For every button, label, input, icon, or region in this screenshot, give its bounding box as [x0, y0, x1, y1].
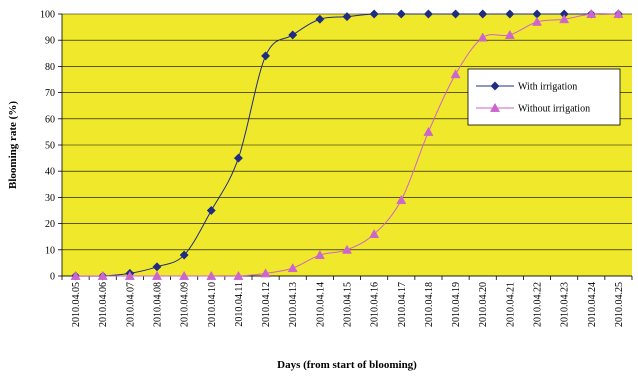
- triangle-marker: [179, 270, 190, 280]
- y-tick-label: 0: [50, 272, 55, 283]
- y-tick-label: 10: [45, 245, 55, 256]
- triangle-marker: [287, 263, 298, 273]
- triangle-marker: [314, 249, 325, 259]
- triangle-marker: [341, 244, 353, 254]
- x-tick-label: 2010.04.17: [397, 282, 408, 327]
- x-tick-label: 2010.04.24: [587, 282, 598, 327]
- legend-label: With irrigation: [518, 82, 577, 93]
- y-tick-label: 70: [45, 88, 55, 99]
- x-tick-label: 2010.04.19: [451, 282, 462, 327]
- x-tick-label: 2010.04.11: [234, 282, 245, 327]
- triangle-marker: [124, 270, 135, 280]
- diamond-marker: [261, 51, 271, 61]
- y-tick-label: 20: [45, 219, 55, 230]
- diamond-marker: [288, 30, 298, 40]
- y-tick-label: 60: [45, 114, 55, 125]
- diamond-marker: [369, 9, 379, 19]
- x-tick-label: 2010.04.25: [614, 282, 625, 327]
- y-tick-label: 30: [45, 193, 55, 204]
- y-axis-ticks: 0 10 20 30 40 50 60 70 80 90 100: [40, 10, 632, 283]
- triangle-marker: [70, 270, 81, 280]
- x-tick-label: 2010.04.15: [343, 282, 354, 327]
- y-tick-label: 100: [40, 10, 55, 21]
- triangle-marker: [396, 194, 407, 204]
- x-tick-label: 2010.04.12: [261, 282, 272, 327]
- triangle-marker: [531, 16, 543, 26]
- x-tick-label: 2010.04.13: [288, 282, 299, 327]
- x-tick-label: 2010.04.21: [505, 282, 516, 327]
- triangle-marker: [477, 32, 488, 42]
- triangle-marker: [559, 14, 570, 24]
- x-tick-label: 2010.04.23: [560, 282, 571, 327]
- x-tick-label: 2010.04.07: [125, 282, 136, 327]
- diamond-marker: [396, 9, 406, 19]
- triangle-marker: [489, 102, 501, 112]
- diamond-marker: [206, 205, 216, 216]
- diamond-marker: [490, 81, 500, 91]
- x-tick-label: 2010.04.05: [71, 282, 82, 327]
- diamond-marker: [315, 14, 325, 24]
- series-layer: [70, 8, 624, 281]
- y-tick-label: 90: [45, 36, 55, 47]
- triangle-marker: [151, 270, 163, 280]
- y-axis-title: Blooming rate (%): [7, 101, 19, 189]
- x-tick-label: 2010.04.08: [153, 282, 164, 327]
- triangle-marker: [450, 69, 461, 79]
- x-tick-label: 2010.04.06: [98, 282, 109, 327]
- diamond-marker: [342, 12, 352, 22]
- triangle-marker: [206, 270, 217, 280]
- diamond-marker: [233, 153, 243, 163]
- y-tick-label: 50: [45, 141, 55, 152]
- diamond-marker: [505, 9, 515, 19]
- x-tick-label: 2010.04.20: [478, 282, 489, 327]
- diamond-marker: [451, 9, 461, 19]
- x-tick-label: 2010.04.09: [180, 282, 191, 327]
- triangle-marker: [233, 270, 244, 280]
- diamond-marker: [179, 250, 189, 260]
- triangle-marker: [504, 29, 515, 39]
- triangle-marker: [423, 126, 434, 136]
- diamond-marker: [423, 9, 433, 19]
- x-axis-ticks: 2010.04.05 2010.04.06 2010.04.07 2010.04.08…: [61, 276, 633, 327]
- triangle-marker: [586, 8, 597, 18]
- x-tick-label: 2010.04.14: [315, 282, 326, 327]
- x-tick-label: 2010.04.10: [207, 282, 218, 327]
- x-tick-label: 2010.04.18: [424, 282, 435, 327]
- triangle-marker: [260, 268, 271, 278]
- x-tick-label: 2010.04.22: [533, 282, 544, 327]
- diamond-marker: [478, 9, 488, 19]
- triangle-marker: [369, 228, 380, 239]
- y-tick-label: 80: [45, 62, 55, 73]
- triangle-marker: [97, 270, 108, 280]
- legend-box: [467, 68, 621, 126]
- x-tick-label: 2010.04.16: [370, 282, 381, 327]
- legend: With irrigation Without irrigation: [467, 68, 621, 126]
- x-axis-title: Days (from start of blooming): [277, 359, 417, 371]
- triangle-marker: [613, 8, 624, 18]
- legend-label: Without irrigation: [518, 104, 590, 115]
- y-tick-label: 40: [45, 167, 55, 178]
